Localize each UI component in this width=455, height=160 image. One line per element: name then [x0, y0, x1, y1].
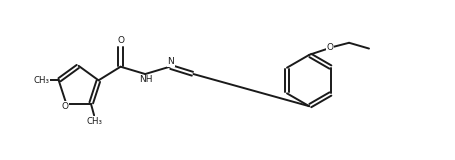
Text: N: N	[167, 57, 174, 66]
Text: CH₃: CH₃	[33, 76, 49, 85]
Text: O: O	[117, 36, 124, 45]
Text: O: O	[61, 102, 69, 111]
Text: O: O	[326, 43, 333, 52]
Text: NH: NH	[139, 75, 153, 84]
Text: CH₃: CH₃	[86, 117, 102, 126]
